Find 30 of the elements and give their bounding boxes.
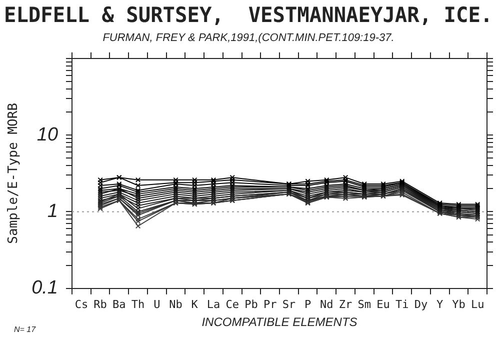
chart-title: ELDFELL & SURTSEY, VESTMANNAEYJAR, ICE.	[4, 2, 493, 28]
x-tick-label: Nd	[320, 298, 334, 311]
x-tick-label: Nb	[169, 298, 182, 311]
chart-subtitle: FURMAN, FREY & PARK,1991,(CONT.MIN.PET.109:19-37.	[102, 32, 394, 44]
x-tick-label: Yb	[452, 298, 466, 311]
x-tick-label: Ce	[226, 298, 239, 311]
x-tick-label: La	[206, 298, 220, 311]
x-axis-title: INCOMPATIBLE ELEMENTS	[202, 315, 358, 330]
x-tick-label: Sm	[358, 298, 372, 311]
x-tick-label: Lu	[470, 298, 484, 311]
x-tick-label: Pr	[263, 298, 278, 311]
x-tick-label: Pb	[244, 298, 258, 311]
y-tick-label: 1	[47, 201, 58, 222]
x-tick-label: Eu	[376, 298, 390, 311]
y-axis-title: Sample/E-Type MORB	[6, 102, 22, 244]
text: N= 17	[14, 325, 36, 334]
x-tick-label: Dy	[414, 298, 428, 311]
x-tick-label: U	[154, 298, 160, 311]
y-tick-label: 0.1	[32, 278, 58, 299]
x-tick-label: Th	[131, 298, 145, 311]
x-tick-label: Sr	[282, 298, 296, 311]
x-tick-label: Cs	[74, 298, 88, 311]
x-tick-label: Ti	[395, 298, 409, 311]
x-tick-label: K	[191, 298, 198, 311]
x-tick-label: Y	[436, 298, 444, 311]
x-tick-label: Ba	[112, 298, 126, 311]
x-tick-label: P	[304, 298, 312, 311]
y-tick-label: 10	[36, 124, 58, 146]
x-tick-label: Rb	[94, 298, 107, 311]
x-tick-label: Zr	[338, 298, 353, 311]
